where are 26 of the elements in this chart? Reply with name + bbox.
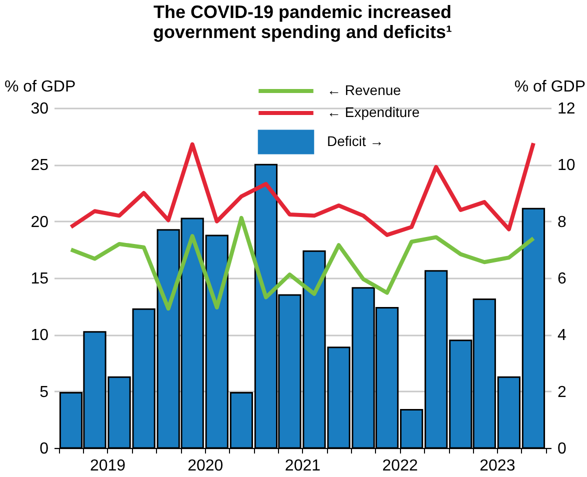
y-tick-label: 5 (40, 384, 49, 401)
y2-tick-label: 0 (558, 440, 566, 458)
x-tick-label: 2021 (284, 458, 321, 474)
y-tick-label: 25 (30, 157, 49, 174)
x-tick-label: 2019 (90, 458, 126, 474)
y-tick-label: 30 (30, 100, 49, 118)
y2-tick-label: 8 (558, 214, 566, 231)
y2-tick-label: 4 (558, 327, 566, 344)
y2-tick-label: 6 (558, 270, 566, 288)
chart-title: The COVID-19 pandemic increased government spending and deficits¹ (152, 2, 452, 42)
x-tick-label: 2022 (382, 458, 418, 474)
y-tick-label: 10 (30, 327, 49, 344)
y-tick-label: 15 (30, 270, 49, 288)
y2-tick-label: 12 (558, 100, 576, 118)
y2-tick-label: 2 (558, 384, 566, 401)
x-tick-label: 2020 (188, 458, 224, 474)
y-axis-title: % of GDP (4, 78, 76, 96)
y2-tick-label: 10 (558, 157, 576, 174)
legend-label: ← Revenue (327, 82, 402, 98)
y-tick-label: 0 (40, 440, 49, 458)
legend-label: ← Expenditure (327, 104, 420, 120)
line-series (69, 216, 536, 311)
x-tick-label: 2023 (480, 458, 516, 474)
y2-axis-title: % of GDP (514, 78, 586, 96)
legend-label: Deficit → (327, 133, 384, 149)
y-tick-label: 20 (30, 214, 49, 231)
